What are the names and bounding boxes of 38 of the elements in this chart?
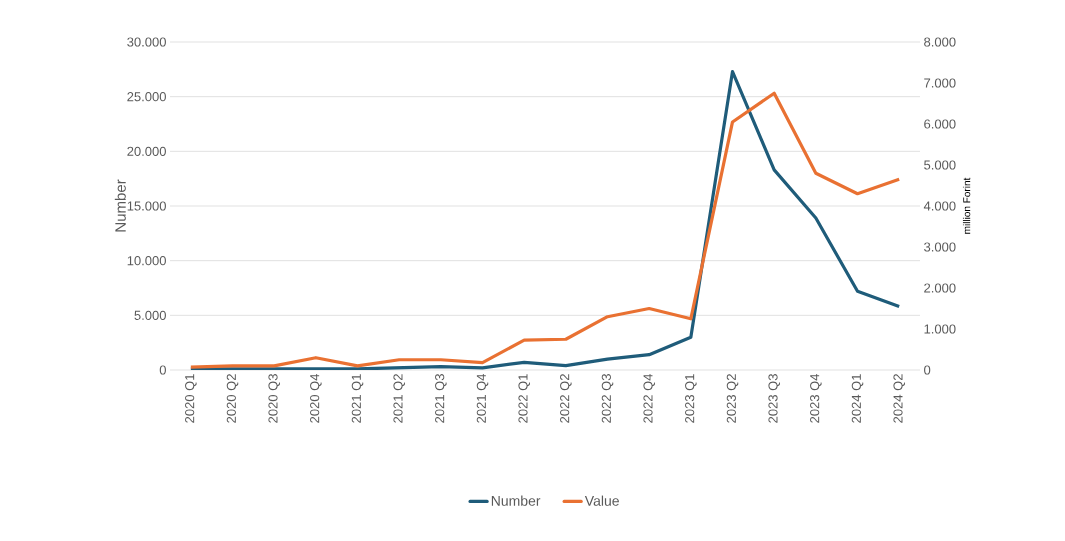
x-tick-label: 2022 Q2 <box>560 374 572 423</box>
y2-tick-label: 5.000 <box>924 160 956 170</box>
y-tick-label: 10.000 <box>127 256 166 266</box>
legend-label: Number <box>491 495 541 506</box>
y2-axis-title: million Forint <box>962 177 971 234</box>
x-tick-label: 2022 Q1 <box>518 374 530 423</box>
x-tick-label: 2021 Q4 <box>476 373 489 423</box>
x-tick-label: 2023 Q4 <box>810 373 822 423</box>
x-tick-label: 2021 Q1 <box>351 374 364 423</box>
y-axis-title: Number <box>114 179 126 232</box>
y-tick-label: 5.000 <box>134 310 166 320</box>
x-tick-label: 2024 Q1 <box>851 374 864 423</box>
x-tick-label: 2020 Q2 <box>226 374 239 423</box>
x-tick-label: 2020 Q1 <box>185 374 197 423</box>
y-tick-label: 20.000 <box>127 146 166 156</box>
x-tick-label: 2023 Q2 <box>726 374 739 423</box>
y2-tick-label: 2.000 <box>924 283 956 293</box>
y2-tick-label: 4.000 <box>923 201 956 211</box>
x-tick-label: 2021 Q2 <box>393 374 405 423</box>
y2-tick-label: 3.000 <box>924 242 956 252</box>
y-tick-label: 0 <box>159 365 166 375</box>
y-tick-label: 30.000 <box>127 37 166 47</box>
y2-tick-label: 1.000 <box>924 324 956 334</box>
x-tick-label: 2023 Q3 <box>768 374 780 423</box>
y-tick-label: 25.000 <box>127 92 166 102</box>
x-tick-label: 2022 Q3 <box>601 374 614 423</box>
y2-tick-label: 0 <box>924 365 931 375</box>
x-tick-label: 2020 Q4 <box>310 373 322 423</box>
x-tick-label: 2023 Q1 <box>685 374 697 423</box>
y-tick-label: 15.000 <box>127 201 166 211</box>
y2-tick-label: 6.000 <box>924 119 956 129</box>
x-tick-label: 2024 Q2 <box>893 374 905 423</box>
x-tick-label: 2021 Q3 <box>435 374 447 423</box>
y2-tick-label: 8.000 <box>924 37 956 47</box>
x-tick-label: 2022 Q4 <box>643 373 655 423</box>
x-tick-label: 2020 Q3 <box>268 374 280 423</box>
legend-label: Value <box>584 495 619 506</box>
y2-tick-label: 7.000 <box>924 78 956 88</box>
